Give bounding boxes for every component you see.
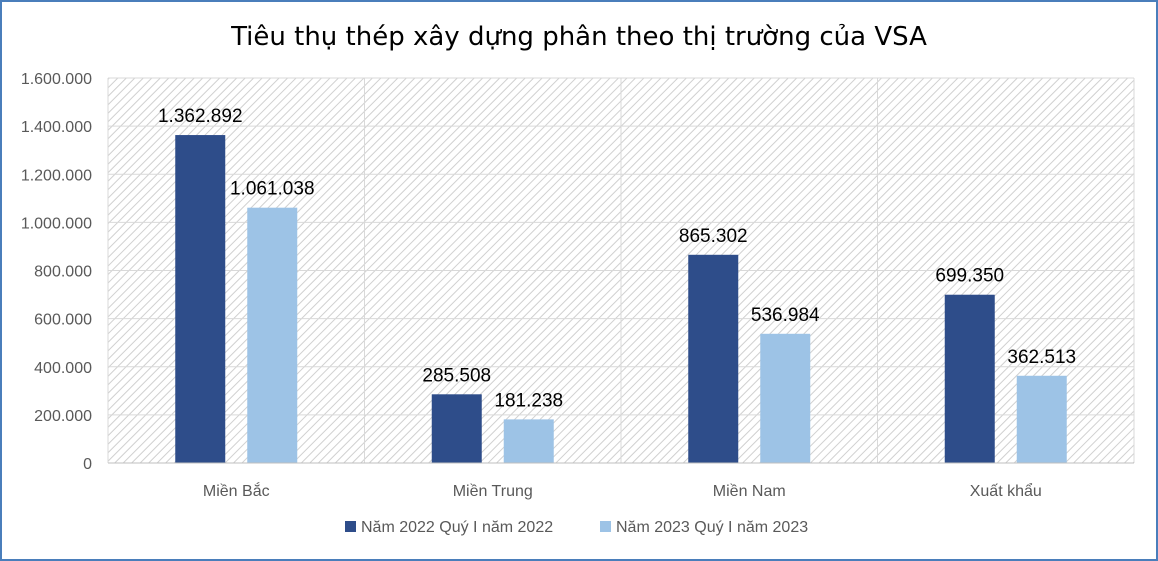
bar	[944, 294, 995, 463]
legend-swatch	[600, 521, 611, 532]
y-tick-label: 1.000.000	[21, 215, 92, 232]
bar	[247, 207, 298, 463]
data-label: 865.302	[679, 226, 748, 247]
y-tick-label: 1.400.000	[21, 119, 92, 136]
x-tick-label: Xuất khẩu	[970, 482, 1042, 500]
y-tick-label: 200.000	[34, 408, 92, 425]
y-tick-label: 1.600.000	[21, 71, 92, 88]
y-tick-label: 800.000	[34, 264, 92, 281]
legend-label: Năm 2022 Quý I năm 2022	[361, 519, 553, 536]
y-tick-label: 1.200.000	[21, 167, 92, 184]
y-tick-label: 600.000	[34, 312, 92, 329]
data-label: 1.362.892	[158, 106, 243, 127]
bar	[1016, 375, 1067, 463]
legend-swatch	[345, 521, 356, 532]
data-label: 362.513	[1007, 347, 1076, 368]
bar	[431, 394, 482, 463]
y-tick-label: 400.000	[34, 360, 92, 377]
x-tick-label: Miền Nam	[713, 483, 786, 500]
bar	[688, 254, 739, 463]
bar	[760, 333, 811, 463]
bar	[503, 419, 554, 463]
data-label: 536.984	[751, 305, 820, 326]
y-tick-label: 0	[83, 456, 92, 473]
data-label: 699.350	[935, 266, 1004, 287]
bar	[175, 135, 226, 463]
data-label: 181.238	[494, 390, 563, 411]
x-tick-label: Miền Trung	[453, 483, 533, 500]
x-tick-label: Miền Bắc	[203, 481, 270, 500]
legend-label: Năm 2023 Quý I năm 2023	[616, 519, 808, 536]
data-label: 1.061.038	[230, 179, 315, 200]
chart-title: Tiêu thụ thép xây dựng phân theo thị trư…	[231, 22, 927, 52]
data-label: 285.508	[422, 365, 491, 386]
